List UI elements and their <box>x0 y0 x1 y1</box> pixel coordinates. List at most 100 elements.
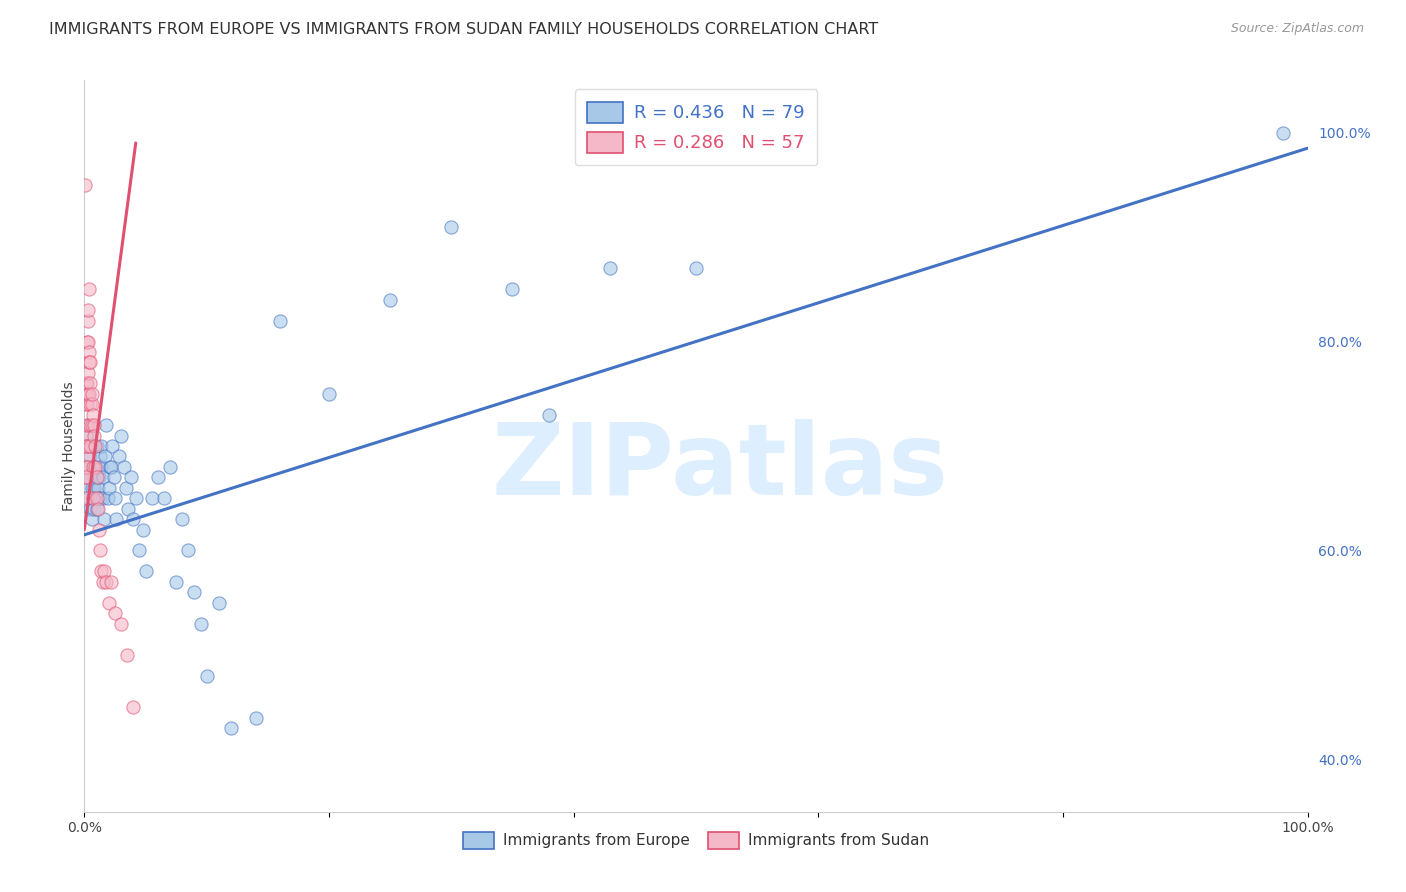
Point <box>76 418 98 433</box>
Point <box>115 648 138 662</box>
Point <box>82 459 104 474</box>
Point <box>245 711 267 725</box>
Point <box>77 428 100 442</box>
Point <box>83 501 105 516</box>
Point <box>80 439 103 453</box>
Point <box>76 459 98 474</box>
Point <box>122 512 145 526</box>
Point <box>101 439 124 453</box>
Point <box>77 366 100 380</box>
Point <box>90 439 112 453</box>
Point <box>79 439 101 453</box>
Point <box>115 481 138 495</box>
Point <box>75 439 97 453</box>
Point <box>77 334 100 349</box>
Point <box>125 491 148 506</box>
Point <box>79 355 101 369</box>
Point <box>79 450 101 464</box>
Point <box>128 543 150 558</box>
Point <box>77 313 100 327</box>
Point <box>91 470 114 484</box>
Point <box>110 616 132 631</box>
Point <box>104 491 127 506</box>
Point <box>77 355 100 369</box>
Point <box>77 386 100 401</box>
Point <box>75 376 97 391</box>
Point <box>90 459 112 474</box>
Point <box>75 459 97 474</box>
Point <box>86 501 108 516</box>
Point <box>84 459 107 474</box>
Point <box>75 386 97 401</box>
Point <box>89 491 111 506</box>
Point <box>120 470 142 484</box>
Point <box>83 470 105 484</box>
Point <box>83 418 105 433</box>
Point <box>77 282 100 296</box>
Point <box>79 418 101 433</box>
Point <box>76 439 98 453</box>
Point <box>183 585 205 599</box>
Point <box>82 491 104 506</box>
Point <box>1272 126 1295 140</box>
Point <box>87 459 110 474</box>
Point <box>100 459 122 474</box>
Point <box>79 470 101 484</box>
Point <box>440 219 463 234</box>
Point <box>86 470 108 484</box>
Point <box>77 459 100 474</box>
Point <box>538 408 561 422</box>
Point <box>82 408 104 422</box>
Point <box>87 523 110 537</box>
Point <box>83 481 105 495</box>
Point <box>87 491 110 506</box>
Point <box>94 450 117 464</box>
Point <box>80 512 103 526</box>
Point <box>685 261 707 276</box>
Legend: Immigrants from Europe, Immigrants from Sudan: Immigrants from Europe, Immigrants from … <box>457 825 935 855</box>
Point <box>80 418 103 433</box>
Point <box>77 418 100 433</box>
Point <box>89 543 111 558</box>
Point <box>96 574 118 589</box>
Point <box>91 491 114 506</box>
Point <box>97 481 120 495</box>
Text: ZIPatlas: ZIPatlas <box>492 419 949 516</box>
Point <box>195 669 218 683</box>
Point <box>76 376 98 391</box>
Point <box>159 459 181 474</box>
Point <box>93 512 115 526</box>
Point <box>77 491 100 506</box>
Point <box>75 450 97 464</box>
Point <box>87 481 110 495</box>
Point <box>75 491 97 506</box>
Point <box>82 439 104 453</box>
Point <box>76 481 98 495</box>
Point <box>80 386 103 401</box>
Point <box>177 543 200 558</box>
Point <box>117 501 139 516</box>
Point <box>75 470 97 484</box>
Point <box>86 470 108 484</box>
Text: Source: ZipAtlas.com: Source: ZipAtlas.com <box>1230 22 1364 36</box>
Point <box>103 470 125 484</box>
Point <box>97 491 120 506</box>
Point <box>77 386 100 401</box>
Point <box>219 721 242 735</box>
Point <box>82 491 104 506</box>
Point <box>75 428 97 442</box>
Point <box>86 439 108 453</box>
Point <box>107 450 129 464</box>
Point <box>135 565 157 579</box>
Point <box>105 512 128 526</box>
Point <box>87 470 110 484</box>
Point <box>82 459 104 474</box>
Point <box>91 574 114 589</box>
Point <box>77 345 100 359</box>
Point <box>269 313 291 327</box>
Point <box>146 470 169 484</box>
Point <box>97 596 120 610</box>
Point <box>79 376 101 391</box>
Point <box>73 178 96 192</box>
Point <box>153 491 176 506</box>
